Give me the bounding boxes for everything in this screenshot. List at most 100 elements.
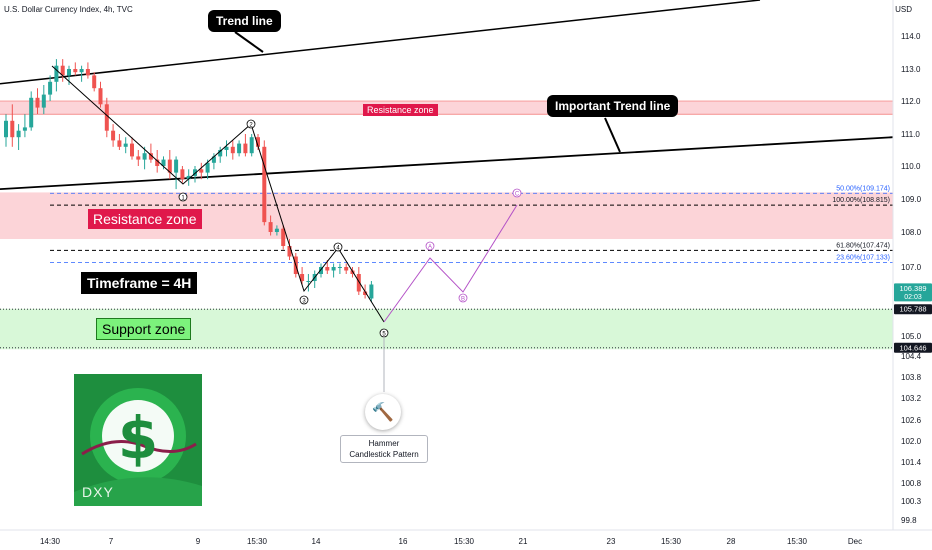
dxy-logo-text: DXY — [82, 484, 114, 500]
y-tick-10: 103.8 — [901, 373, 922, 382]
y-tick-4: 110.0 — [901, 162, 921, 171]
candle-body-26 — [167, 159, 172, 173]
y-tick-14: 101.4 — [901, 458, 922, 467]
y-tick-9: 104.4 — [901, 352, 922, 361]
projection-label-0: A — [428, 245, 432, 251]
candle-body-0 — [4, 120, 8, 138]
candle-body-47 — [300, 274, 305, 281]
candle-body-52 — [331, 267, 336, 271]
y-tick-3: 111.0 — [901, 130, 920, 139]
candle-body-3 — [22, 127, 27, 131]
y-tick-0: 114.0 — [901, 32, 921, 41]
price-tag-2 — [894, 342, 932, 353]
x-tick-2: 9 — [196, 537, 201, 546]
elliott-wave-path — [51, 65, 385, 323]
x-tick-12: Dec — [848, 537, 862, 546]
x-tick-0: 14:30 — [40, 537, 61, 546]
candle-body-31 — [199, 169, 204, 173]
price-tag-text-1: 105.788 — [899, 305, 926, 314]
important-trend-line — [0, 136, 894, 190]
timeframe-label: Timeframe = 4H — [81, 272, 198, 294]
x-tick-11: 15:30 — [787, 537, 808, 546]
dxy-logo: $ DXY — [74, 374, 202, 506]
candle-body-56 — [356, 274, 361, 292]
candle-body-1 — [10, 120, 15, 138]
y-tick-17: 99.8 — [901, 516, 917, 525]
wave-label-4: 5 — [382, 332, 386, 338]
projection-marker-2 — [512, 188, 522, 198]
x-tick-8: 23 — [607, 537, 616, 546]
candle-body-17 — [111, 130, 116, 141]
hammer-label-line1: Hammer — [368, 439, 400, 448]
y-tick-1: 113.0 — [901, 65, 921, 74]
svg-text:$: $ — [118, 404, 158, 472]
wave-marker-1 — [246, 119, 256, 129]
fib-label-2: 61.80%(107.474) — [836, 242, 890, 249]
y-tick-13: 102.0 — [901, 437, 922, 446]
candle-body-19 — [123, 143, 128, 147]
wave-marker-3 — [333, 242, 343, 252]
x-tick-7: 21 — [519, 537, 528, 546]
currency-label: USD — [895, 5, 912, 14]
candle-body-45 — [287, 246, 292, 257]
support-zone-label: Support zone — [96, 318, 192, 340]
candle-body-22 — [142, 153, 147, 160]
wave-marker-0 — [178, 192, 188, 202]
price-tag-sub-0: 02:03 — [904, 294, 922, 301]
candle-body-48 — [306, 281, 311, 282]
dxy-logo-graphic: $ — [74, 388, 202, 506]
resistance-zone-label-upper: Resistance zone — [363, 104, 438, 116]
candle-body-54 — [344, 267, 349, 271]
hammer-pattern-label: Hammer Candlestick Pattern — [340, 435, 428, 463]
important-trend-arrow — [604, 117, 621, 153]
y-tick-7: 107.0 — [901, 263, 922, 272]
x-tick-9: 15:30 — [661, 537, 682, 546]
price-tag-text-2: 104.646 — [899, 343, 926, 352]
price-tag-text-0: 106.389 — [899, 284, 926, 293]
candle-body-5 — [35, 97, 40, 108]
candle-body-25 — [161, 159, 166, 166]
price-tag-0 — [894, 283, 932, 302]
candle-body-36 — [230, 146, 235, 154]
y-tick-5: 109.0 — [901, 195, 922, 204]
candle-body-18 — [117, 140, 122, 147]
wave-label-2: 3 — [302, 299, 306, 305]
hammer-icon[interactable]: 🔨 — [365, 394, 401, 430]
projection-label-1: B — [461, 297, 465, 303]
candle-body-11 — [73, 69, 78, 73]
x-tick-4: 14 — [312, 537, 321, 546]
candle-body-9 — [60, 65, 65, 76]
candle-body-2 — [16, 130, 21, 138]
candle-body-53 — [337, 267, 342, 268]
price-tag-1 — [894, 304, 932, 315]
wave-label-3: 4 — [336, 246, 340, 252]
projection-label-2: C — [515, 192, 520, 198]
candle-body-27 — [174, 159, 179, 173]
hammer-label-line2: Candlestick Pattern — [349, 450, 419, 459]
projection-path — [383, 204, 518, 323]
upper-trend-line — [0, 0, 761, 85]
candle-body-12 — [79, 69, 84, 73]
y-tick-8: 105.0 — [901, 332, 922, 341]
candle-body-8 — [54, 65, 59, 82]
chart-title: U.S. Dollar Currency Index, 4h, TVC — [4, 5, 133, 14]
important-trend-line-note: Important Trend line — [547, 95, 679, 117]
candle-body-58 — [369, 284, 374, 299]
y-tick-15: 100.8 — [901, 479, 922, 488]
x-tick-1: 7 — [109, 537, 114, 546]
candle-body-20 — [130, 143, 134, 157]
wave-marker-2 — [299, 295, 309, 305]
candle-body-29 — [186, 175, 191, 180]
trend-line-arrow — [234, 31, 264, 53]
candle-body-51 — [325, 267, 330, 271]
candle-body-43 — [274, 228, 279, 232]
candle-body-37 — [237, 143, 242, 154]
candle-body-24 — [155, 159, 160, 166]
candle-body-38 — [243, 143, 248, 154]
x-tick-5: 16 — [399, 537, 408, 546]
fib-label-0: 50.00%(109.174) — [836, 185, 890, 192]
projection-marker-1 — [458, 293, 468, 303]
candle-body-23 — [148, 153, 153, 160]
candle-body-44 — [281, 228, 286, 246]
